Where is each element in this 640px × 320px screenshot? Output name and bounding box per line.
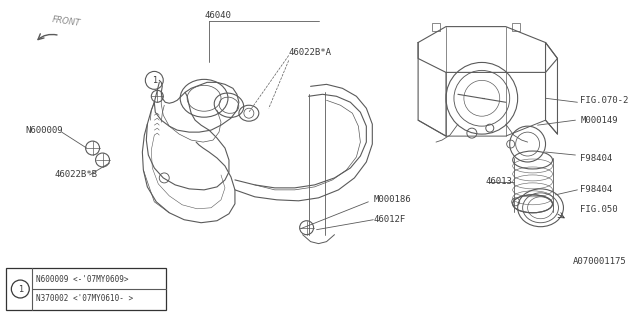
Text: N600009: N600009 <box>25 126 63 135</box>
Text: 1: 1 <box>152 76 157 85</box>
Bar <box>512 23 520 31</box>
Text: M000186: M000186 <box>373 195 411 204</box>
Text: 46013: 46013 <box>486 177 513 187</box>
Bar <box>6 268 166 310</box>
Text: FIG.050: FIG.050 <box>580 205 618 214</box>
Text: A070001175: A070001175 <box>572 257 626 266</box>
Text: FIG.070-2: FIG.070-2 <box>580 96 628 105</box>
Text: 46022B*A: 46022B*A <box>289 48 332 57</box>
Text: FRONT: FRONT <box>52 15 81 28</box>
Text: F98404: F98404 <box>580 185 612 194</box>
Text: F98404: F98404 <box>580 154 612 163</box>
Text: 46012F: 46012F <box>373 215 406 224</box>
Text: N370002 <'07MY0610- >: N370002 <'07MY0610- > <box>36 294 133 303</box>
Text: N600009 <-'07MY0609>: N600009 <-'07MY0609> <box>36 275 129 284</box>
Text: M000149: M000149 <box>580 116 618 125</box>
Bar <box>432 23 440 31</box>
Text: 46022B*B: 46022B*B <box>55 171 98 180</box>
Text: 46040: 46040 <box>204 11 231 20</box>
Text: 1: 1 <box>18 284 23 293</box>
